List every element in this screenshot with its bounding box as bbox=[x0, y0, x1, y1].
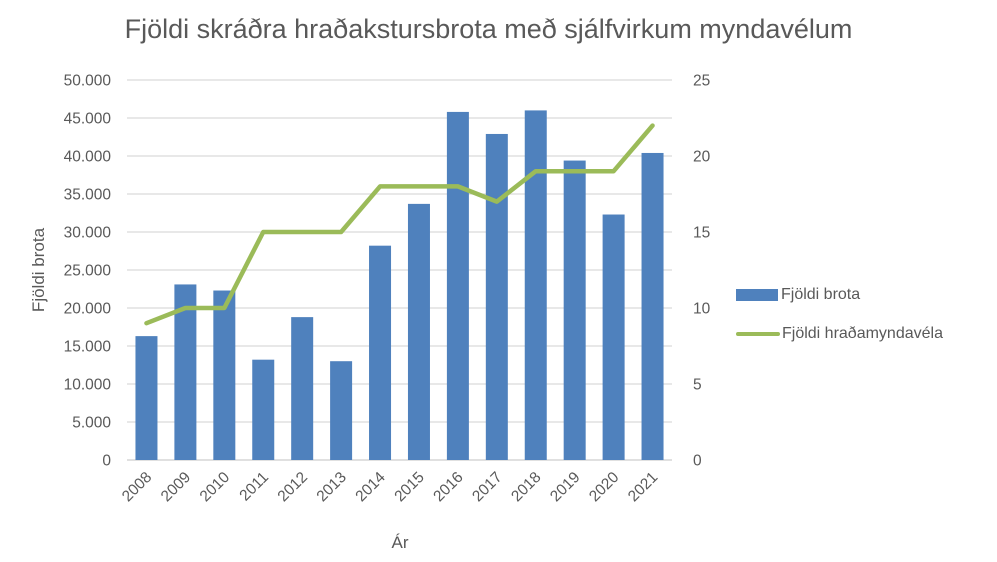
x-axis-title: Ár bbox=[392, 533, 409, 552]
x-tick-label: 2011 bbox=[236, 469, 272, 505]
y-tick-label: 40.000 bbox=[64, 149, 112, 166]
x-tick-label: 2012 bbox=[275, 469, 311, 505]
bar-2009 bbox=[174, 284, 197, 460]
y2-tick-label: 20 bbox=[693, 149, 711, 166]
x-tick-label: 2015 bbox=[391, 469, 427, 505]
bar-2011 bbox=[252, 359, 275, 460]
bar-2015 bbox=[407, 203, 430, 460]
y-tick-label: 45.000 bbox=[64, 111, 112, 128]
y-tick-label: 15.000 bbox=[64, 339, 112, 356]
bar-2016 bbox=[446, 111, 469, 461]
bar-2012 bbox=[291, 317, 314, 460]
x-tick-label: 2014 bbox=[352, 469, 389, 506]
bar-2017 bbox=[485, 133, 508, 460]
y-tick-label: 5.000 bbox=[72, 415, 111, 432]
legend-label-line: Fjöldi hraðamyndavéla bbox=[782, 325, 943, 342]
y-tick-label: 25.000 bbox=[64, 263, 112, 280]
legend: Fjöldi brota Fjöldi hraðamyndavéla bbox=[736, 285, 943, 363]
bar-2008 bbox=[135, 336, 158, 460]
y-tick-label: 0 bbox=[102, 453, 111, 470]
bar-2010 bbox=[213, 290, 236, 460]
chart-title: Fjöldi skráðra hraðakstursbrota með sjál… bbox=[124, 14, 853, 44]
x-tick-label: 2017 bbox=[469, 469, 505, 505]
y-axis-title: Fjöldi brota bbox=[29, 227, 48, 312]
y-tick-label: 10.000 bbox=[64, 377, 112, 394]
y2-tick-label: 10 bbox=[693, 301, 711, 318]
y-tick-label: 20.000 bbox=[64, 301, 112, 318]
y-tick-label: 50.000 bbox=[64, 73, 112, 90]
line-series bbox=[144, 123, 655, 326]
bar-2018 bbox=[524, 110, 547, 461]
bar-2014 bbox=[369, 245, 392, 460]
bar-2020 bbox=[602, 214, 625, 460]
legend-label-bars: Fjöldi brota bbox=[781, 286, 861, 303]
y2-tick-label: 25 bbox=[693, 73, 710, 90]
x-tick-label: 2013 bbox=[314, 469, 350, 505]
bar-2013 bbox=[330, 361, 353, 460]
x-tick-label: 2008 bbox=[119, 469, 155, 505]
x-tick-label: 2016 bbox=[430, 469, 466, 505]
y2-tick-label: 5 bbox=[693, 377, 702, 394]
y2-tick-label: 15 bbox=[693, 225, 710, 242]
x-tick-label: 2009 bbox=[158, 469, 194, 505]
legend-item-bars: Fjöldi brota bbox=[736, 285, 943, 305]
bar-2019 bbox=[563, 160, 586, 460]
bar-2021 bbox=[641, 152, 664, 460]
legend-swatch-line bbox=[736, 332, 780, 336]
x-tick-label: 2019 bbox=[547, 469, 583, 505]
x-tick-label: 2020 bbox=[586, 469, 623, 506]
x-tick-label: 2021 bbox=[625, 469, 661, 505]
legend-item-line: Fjöldi hraðamyndavéla bbox=[736, 324, 943, 344]
y-tick-label: 30.000 bbox=[64, 225, 112, 242]
x-tick-label: 2018 bbox=[508, 469, 544, 505]
y-tick-label: 35.000 bbox=[64, 187, 112, 204]
x-tick-label: 2010 bbox=[197, 469, 234, 506]
legend-swatch-bar bbox=[736, 289, 778, 301]
y2-tick-label: 0 bbox=[693, 453, 702, 470]
